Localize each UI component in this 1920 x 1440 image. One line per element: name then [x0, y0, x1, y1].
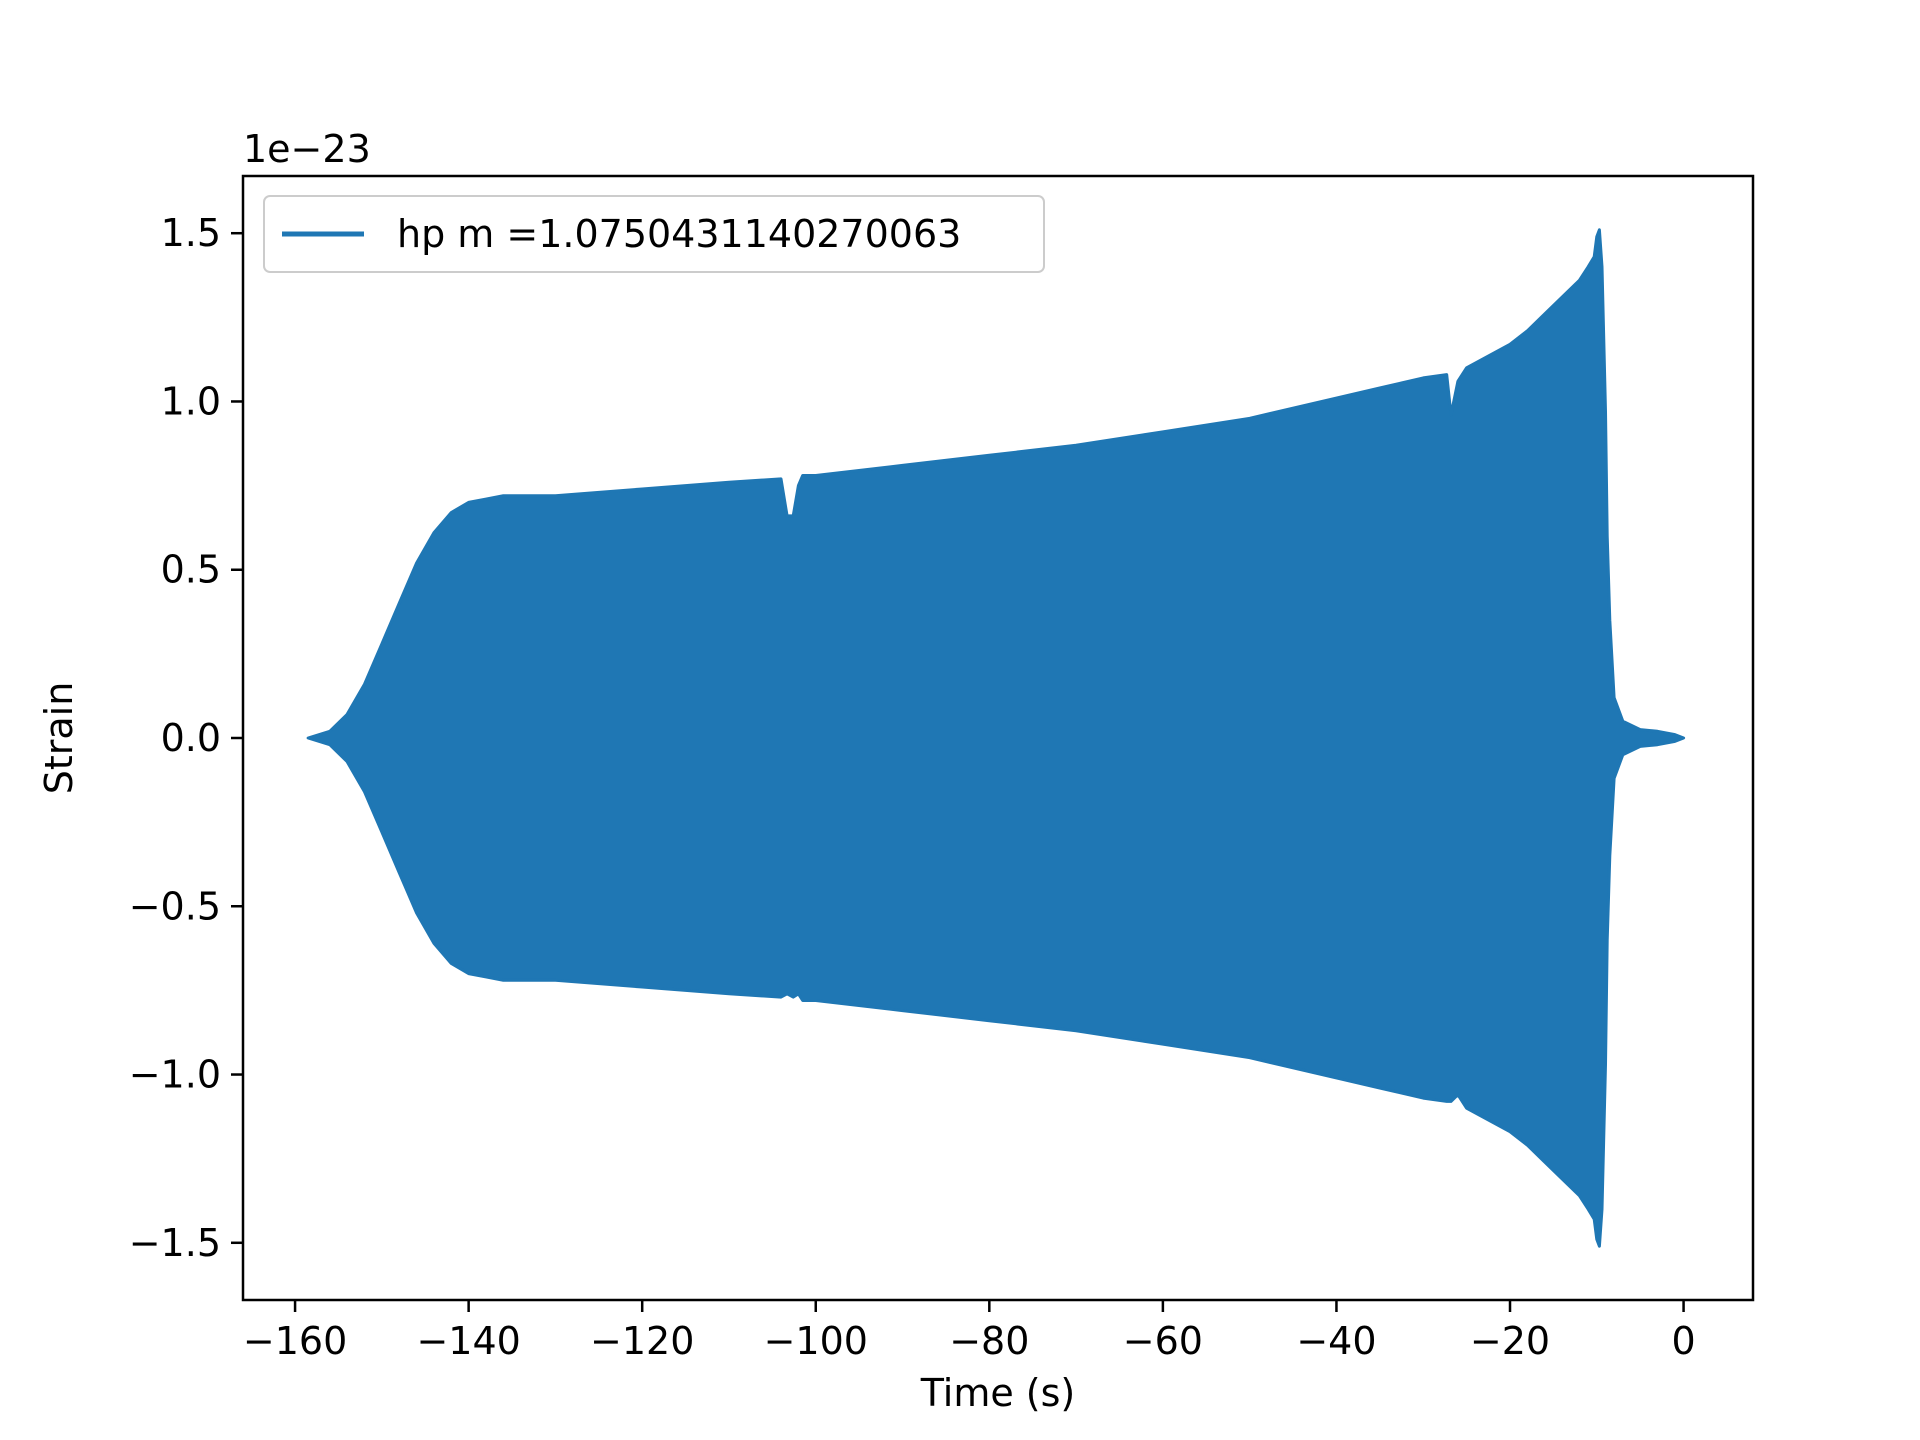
- legend-box: [263, 195, 1045, 273]
- x-tick-label: 0: [1671, 1319, 1695, 1363]
- y-tick-label: −1.5: [129, 1221, 221, 1265]
- x-tick-label: −120: [590, 1319, 694, 1363]
- x-tick-label: −160: [243, 1319, 347, 1363]
- x-tick-label: −100: [764, 1319, 868, 1363]
- y-tick-label: 0.5: [161, 548, 221, 592]
- plot-area: [306, 228, 1686, 1248]
- x-tick-label: −140: [416, 1319, 520, 1363]
- y-offset-label: 1e−23: [243, 127, 371, 171]
- y-tick-label: 0.0: [161, 716, 221, 760]
- x-tick-label: −80: [949, 1319, 1029, 1363]
- y-tick-label: 1.5: [161, 211, 221, 255]
- y-axis: −1.5 −1.0 −0.5 0.0 0.5 1.0 1.5: [129, 211, 243, 1265]
- y-tick-label: −0.5: [129, 884, 221, 928]
- x-axis: −160 −140 −120 −100 −80 −60 −40 −20 0: [243, 1300, 1696, 1363]
- x-tick-label: −20: [1470, 1319, 1550, 1363]
- y-tick-label: 1.0: [161, 379, 221, 423]
- y-tick-label: −1.0: [129, 1053, 221, 1097]
- x-tick-label: −40: [1296, 1319, 1376, 1363]
- series-hp-waveform: [306, 228, 1686, 1248]
- x-axis-label: Time (s): [920, 1371, 1076, 1415]
- legend: hp m =1.0750431140270063: [263, 195, 1045, 273]
- y-axis-label: Strain: [37, 682, 81, 795]
- legend-entry-label: hp m =1.0750431140270063: [397, 212, 961, 256]
- x-tick-label: −60: [1123, 1319, 1203, 1363]
